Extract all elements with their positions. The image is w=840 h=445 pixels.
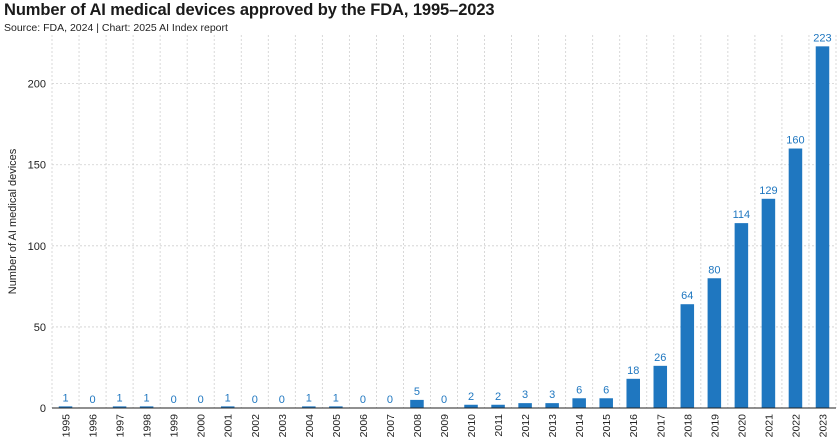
y-tick-label: 100 [28,241,46,253]
bar-2013 [545,403,559,408]
x-tick-label: 2010 [466,414,478,438]
data-label-2010: 2 [468,391,474,403]
x-tick-label: 2017 [655,414,667,438]
bar-2019 [707,278,722,408]
x-tick-label: 1998 [142,414,154,438]
data-label-2004: 1 [306,392,312,404]
x-tick-label: 2008 [412,414,424,438]
data-label-2000: 0 [198,394,204,406]
x-tick-label: 2020 [736,414,748,438]
bar-2010 [464,404,478,408]
bar-2001 [220,406,235,408]
gridlines [51,35,837,408]
y-tick-label: 0 [40,403,46,415]
x-axis-ticks: 1995 1996 1997 1998 1999 2000 2001 2002 2003 2004… [61,414,830,438]
data-label-2001: 1 [225,392,231,404]
bar-1998 [139,406,154,408]
y-tick-label: 50 [34,322,46,334]
x-tick-label: 2006 [358,414,370,438]
data-label-2023: 223 [813,32,831,44]
y-axis-label: Number of AI medical devices [7,148,19,294]
data-label-2019: 80 [708,264,720,276]
data-label-2022: 160 [786,135,804,147]
x-tick-label: 2004 [304,414,316,438]
x-tick-label: 2018 [682,414,694,438]
data-label-2016: 18 [627,365,639,377]
x-tick-label: 2021 [763,414,775,438]
x-tick-label: 1996 [88,414,100,438]
data-label-2012: 3 [522,389,528,401]
data-label-2013: 3 [549,389,555,401]
x-tick-label: 2002 [250,414,262,438]
bar-1995 [58,406,73,408]
bar-2004 [302,406,316,408]
data-label-2005: 1 [333,392,339,404]
x-tick-label: 2022 [790,414,802,438]
x-tick-label: 2016 [628,414,640,438]
data-label-2014: 6 [576,384,582,396]
x-tick-label: 1999 [169,414,181,438]
data-labels: 1 0 1 1 0 0 1 0 0 1 1 0 050 2 2 3 3 6 61826648011412916022… [62,32,831,406]
bar-2011 [491,404,505,408]
data-label-1999: 0 [171,394,177,406]
x-tick-label: 2005 [331,414,343,438]
bar-2018 [680,304,695,408]
data-label-1996: 0 [89,394,95,406]
data-label-2007: 0 [387,394,393,406]
chart-subtitle: Source: FDA, 2024 | Chart: 2025 AI Index… [4,22,228,34]
y-axis-ticks: 0 50 100 150 200 [28,79,46,415]
data-label-1997: 1 [117,392,123,404]
bar-2015 [599,398,613,408]
data-label-2021: 129 [759,185,777,197]
x-tick-label: 2014 [574,414,586,438]
x-tick-label: 2011 [493,414,505,437]
x-tick-label: 2012 [520,414,532,438]
bar-1997 [112,406,127,408]
data-label-2002: 0 [252,394,258,406]
bar-2012 [518,403,532,408]
data-label-2011: 2 [495,391,501,403]
data-label-2009: 0 [441,394,447,406]
bar-2021 [761,198,776,408]
data-label-2003: 0 [279,394,285,406]
x-tick-label: 1995 [61,414,73,438]
x-tick-label: 2001 [223,414,235,438]
x-tick-label: 2015 [601,414,613,438]
x-tick-label: 2023 [817,414,829,438]
data-label-2020: 114 [733,209,751,221]
y-tick-label: 150 [28,160,46,172]
x-tick-label: 2013 [547,414,559,438]
bar-2014 [572,398,586,408]
data-label-2008: 5 [414,386,420,398]
bar-2022 [788,148,803,409]
x-tick-label: 2003 [277,414,289,438]
bars [58,46,830,409]
x-tick-label: 2000 [196,414,208,438]
bar-2008 [410,399,424,408]
bar-2023 [815,46,830,408]
y-tick-label: 200 [28,79,46,91]
chart-title: Number of AI medical devices approved by… [4,1,495,19]
bar-2017 [653,365,668,408]
bar-2020 [734,223,749,408]
x-tick-label: 2009 [439,414,451,438]
data-label-2006: 0 [360,394,366,406]
data-label-2018: 64 [681,290,693,302]
bar-2005 [329,406,343,408]
data-label-2017: 26 [654,352,666,364]
x-tick-label: 2019 [709,414,721,438]
data-label-2015: 6 [603,384,609,396]
data-label-1998: 1 [144,392,150,404]
bar-2016 [626,378,640,408]
data-label-1995: 1 [62,392,68,404]
x-tick-label: 2007 [385,414,397,438]
x-tick-label: 1997 [115,414,127,438]
